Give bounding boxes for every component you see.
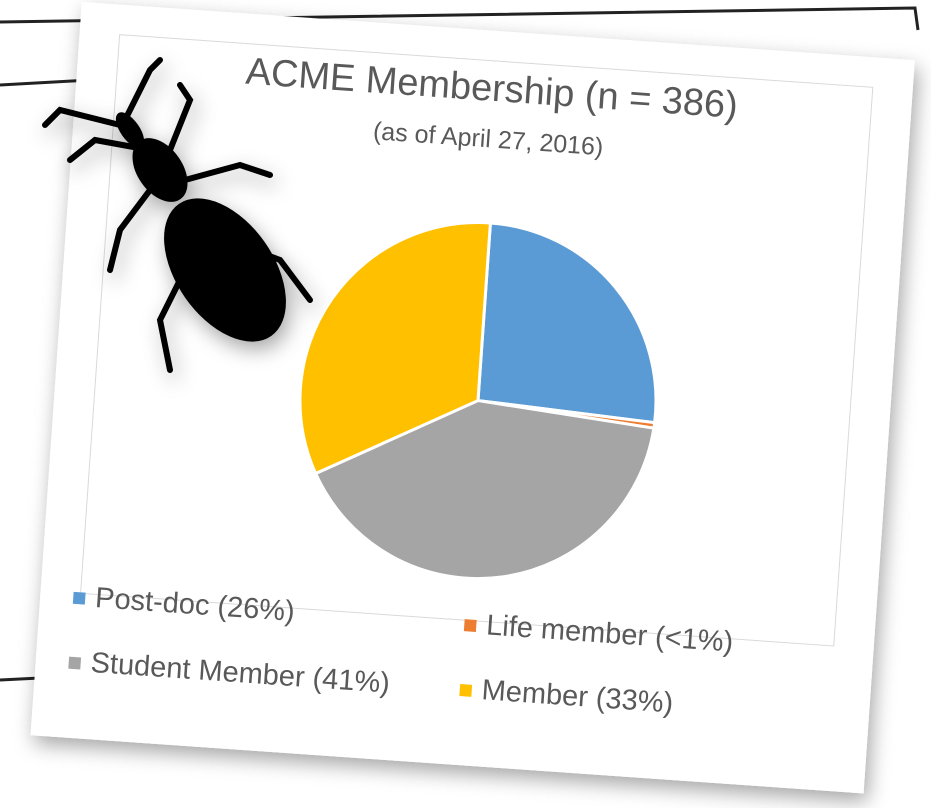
back-card-edge	[0, 678, 40, 680]
screenshot: ACME Membership (n = 386) (as of April 2…	[0, 0, 931, 808]
legend-swatch	[464, 619, 477, 632]
legend-swatch	[68, 657, 81, 670]
page: {"chart_data": {"type": "pie", "title": …	[0, 0, 931, 808]
card: ACME Membership (n = 386) (as of April 2…	[31, 2, 915, 793]
legend-swatch	[459, 684, 472, 697]
legend-swatch	[73, 592, 86, 605]
